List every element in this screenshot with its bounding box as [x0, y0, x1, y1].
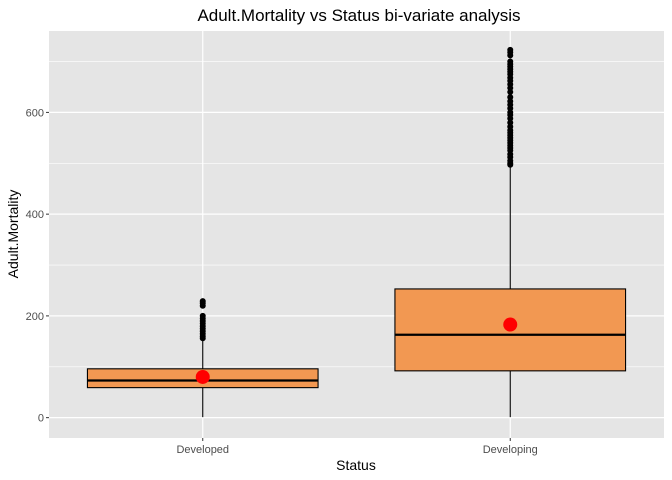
- x-axis-title: Status: [336, 457, 376, 473]
- box-developing: [394, 46, 627, 418]
- outlier-point: [199, 312, 206, 319]
- mean-point: [503, 317, 518, 332]
- y-tick-label: 600: [26, 107, 44, 119]
- y-tick-label: 200: [26, 311, 44, 323]
- outlier-point: [199, 298, 206, 305]
- chart-title: Adult.Mortality vs Status bi-variate ana…: [197, 6, 520, 25]
- x-axis-ticks: Developed Developing: [176, 438, 538, 456]
- boxes: [86, 46, 627, 418]
- x-tick-label: Developing: [483, 444, 538, 456]
- y-axis-title: Adult.Mortality: [5, 190, 21, 279]
- box-developed: [86, 298, 319, 418]
- y-tick-label: 0: [38, 413, 44, 425]
- outlier-point: [507, 46, 514, 53]
- mean-point: [195, 369, 210, 384]
- x-tick-label: Developed: [176, 444, 229, 456]
- y-axis-ticks: 0 200 400 600: [26, 107, 49, 425]
- outlier-point: [507, 94, 514, 101]
- outlier-point: [507, 58, 514, 65]
- y-tick-label: 400: [26, 209, 44, 221]
